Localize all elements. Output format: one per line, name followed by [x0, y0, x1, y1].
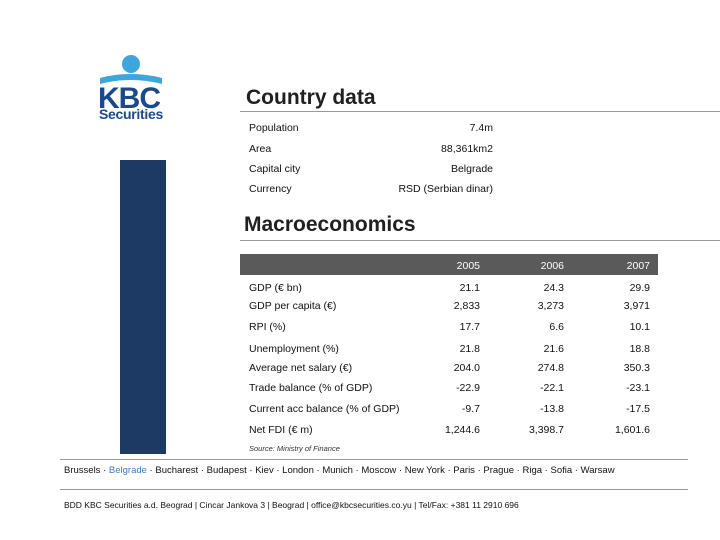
row-label: GDP per capita (€)	[249, 300, 337, 312]
kbc-person-icon	[100, 55, 162, 84]
city-separator: ·	[352, 465, 362, 476]
city-separator: ·	[273, 465, 283, 476]
cell-2005: -9.7	[461, 403, 480, 415]
city-item: Sofia	[550, 465, 573, 476]
country-data-title: Country data	[246, 86, 376, 109]
cell-2006: 21.6	[543, 343, 564, 355]
cell-2007: 10.1	[629, 321, 650, 333]
source-note: Source: Ministry of Finance	[249, 444, 340, 453]
city-item: Prague	[483, 465, 515, 476]
cell-2007: 350.3	[623, 362, 650, 374]
cell-2007: 1,601.6	[614, 424, 650, 436]
table-row: Average net salary (€) 204.0 274.8 350.3	[249, 362, 659, 376]
city-separator: ·	[313, 465, 323, 476]
city-separator: ·	[198, 465, 207, 476]
country-row: Area 88,361km2	[249, 143, 499, 157]
table-header-bar	[240, 254, 658, 275]
table-row: Unemployment (%) 21.8 21.6 18.8	[249, 343, 659, 357]
table-row: GDP (€ bn) 21.1 24.3 29.9	[249, 282, 659, 296]
city-item: Munich	[322, 465, 353, 476]
city-separator: ·	[474, 465, 484, 476]
city-separator: ·	[444, 465, 454, 476]
table-row: Current acc balance (% of GDP) -9.7 -13.…	[249, 403, 659, 417]
country-row-label: Currency	[249, 183, 292, 195]
cell-2005: 17.7	[459, 321, 480, 333]
city-item: Kiev	[255, 465, 274, 476]
city-separator: ·	[246, 465, 256, 476]
country-row: Capital city Belgrade	[249, 163, 499, 177]
macro-divider	[240, 240, 720, 241]
year-header: 2006	[540, 260, 564, 272]
country-row: Population 7.4m	[249, 122, 499, 136]
country-row-value: 88,361km2	[441, 143, 493, 155]
cell-2006: 6.6	[549, 321, 564, 333]
table-row: Trade balance (% of GDP) -22.9 -22.1 -23…	[249, 382, 659, 396]
city-item: Moscow	[361, 465, 397, 476]
table-row: GDP per capita (€) 2,833 3,273 3,971	[249, 300, 659, 314]
year-header: 2007	[626, 260, 650, 272]
row-label: RPI (%)	[249, 321, 286, 333]
cities-divider	[60, 459, 688, 460]
cell-2005: 21.8	[459, 343, 480, 355]
city-separator: ·	[542, 465, 551, 476]
logo-brand: KBC	[98, 82, 161, 115]
city-item: Warsaw	[580, 465, 615, 476]
row-label: Average net salary (€)	[249, 362, 353, 374]
cell-2006: 3,398.7	[528, 424, 564, 436]
row-label: Net FDI (€ m)	[249, 424, 313, 436]
cell-2007: -23.1	[626, 382, 650, 394]
country-row-value: 7.4m	[469, 122, 493, 134]
cell-2007: 29.9	[629, 282, 650, 294]
city-item: Brussels	[64, 465, 101, 476]
cell-2007: 3,971	[623, 300, 650, 312]
footer-divider	[60, 489, 688, 490]
footer-contact: BDD KBC Securities a.d. Beograd | Cincar…	[64, 500, 519, 510]
side-decor-bar	[120, 160, 166, 454]
table-row: RPI (%) 17.7 6.6 10.1	[249, 321, 659, 335]
office-cities-list: Brussels · Belgrade · Bucharest · Budape…	[64, 465, 615, 476]
cell-2005: 2,833	[453, 300, 480, 312]
macroeconomics-title: Macroeconomics	[244, 213, 416, 236]
city-separator: ·	[146, 465, 156, 476]
cell-2007: -17.5	[626, 403, 650, 415]
cell-2005: 204.0	[453, 362, 480, 374]
country-row-label: Population	[249, 122, 299, 134]
city-item: London	[282, 465, 314, 476]
year-header: 2005	[456, 260, 480, 272]
kbc-logo	[96, 52, 166, 122]
country-row-label: Capital city	[249, 163, 301, 175]
cell-2006: 274.8	[537, 362, 564, 374]
row-label: Current acc balance (% of GDP)	[249, 403, 400, 415]
city-separator: ·	[396, 465, 405, 476]
country-row-value: RSD (Serbian dinar)	[398, 183, 493, 195]
city-separator: ·	[572, 465, 581, 476]
row-label: Trade balance (% of GDP)	[249, 382, 373, 394]
city-item: Paris	[453, 465, 475, 476]
city-item: Bucharest	[155, 465, 199, 476]
city-item: New York	[404, 465, 445, 476]
row-label: GDP (€ bn)	[249, 282, 302, 294]
logo-tagline: Securities	[99, 106, 163, 122]
table-row: Net FDI (€ m) 1,244.6 3,398.7 1,601.6	[249, 424, 659, 438]
cell-2005: 1,244.6	[444, 424, 480, 436]
city-item: Belgrade	[108, 465, 147, 476]
country-row-value: Belgrade	[450, 163, 493, 175]
cell-2006: -13.8	[540, 403, 564, 415]
cell-2006: -22.1	[540, 382, 564, 394]
cell-2006: 24.3	[543, 282, 564, 294]
cell-2007: 18.8	[629, 343, 650, 355]
title-divider	[240, 111, 720, 112]
country-row-label: Area	[249, 143, 272, 155]
cell-2005: -22.9	[456, 382, 480, 394]
city-item: Budapest	[206, 465, 247, 476]
country-row: Currency RSD (Serbian dinar)	[249, 183, 499, 197]
city-separator: ·	[514, 465, 523, 476]
row-label: Unemployment (%)	[249, 343, 339, 355]
city-item: Riga	[522, 465, 543, 476]
city-separator: ·	[100, 465, 109, 476]
cell-2006: 3,273	[537, 300, 564, 312]
cell-2005: 21.1	[459, 282, 480, 294]
